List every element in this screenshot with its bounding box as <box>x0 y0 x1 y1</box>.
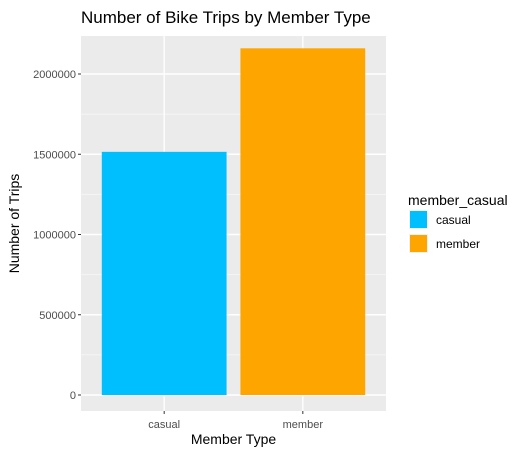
y-tick-label: 500000 <box>39 310 76 322</box>
legend-title: member_casual <box>408 192 508 208</box>
bars <box>101 48 366 395</box>
y-tick-label: 1500000 <box>33 149 76 161</box>
x-axis-ticks: casual member <box>148 411 323 431</box>
y-tick-label: 1000000 <box>33 230 76 242</box>
chart-title: Number of Bike Trips by Member Type <box>81 8 371 27</box>
bar-member <box>240 48 366 395</box>
bar-casual <box>101 151 227 395</box>
y-axis-ticks: 0 500000 1000000 1500000 2000000 <box>33 69 81 402</box>
y-tick-label: 0 <box>70 390 76 402</box>
legend-label-casual: casual <box>436 213 471 227</box>
y-tick-label: 2000000 <box>33 69 76 81</box>
x-axis-title: Member Type <box>191 431 277 447</box>
legend: member_casual casual member <box>408 192 508 253</box>
legend-label-member: member <box>436 237 480 251</box>
x-tick-label: member <box>283 419 324 431</box>
y-axis-title: Number of Trips <box>6 174 22 274</box>
x-tick-label: casual <box>148 419 180 431</box>
legend-swatch-member <box>410 235 427 252</box>
legend-swatch-casual <box>410 211 427 228</box>
